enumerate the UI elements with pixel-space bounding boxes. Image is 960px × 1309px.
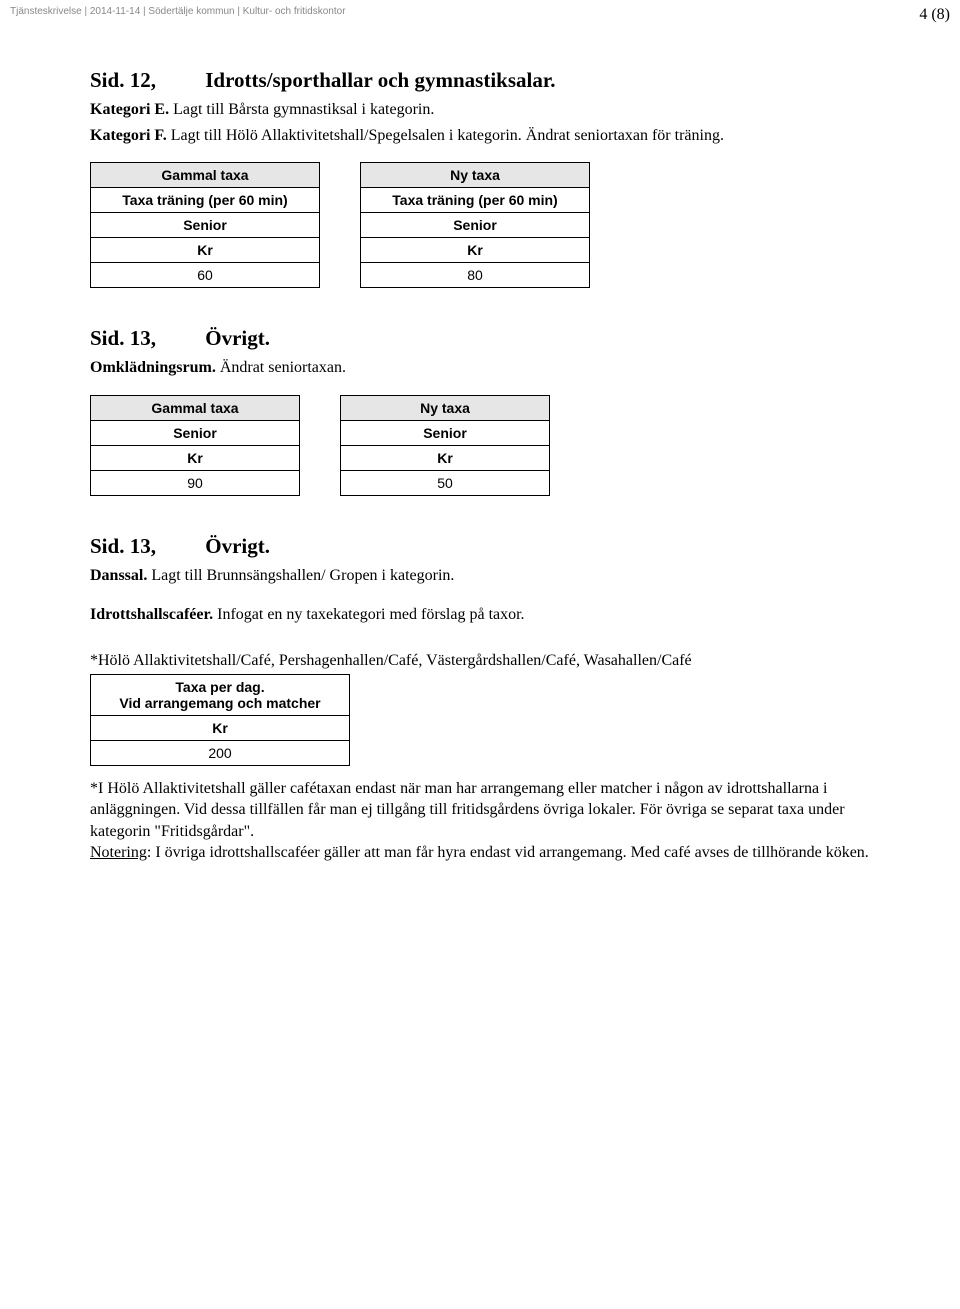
cafe-header-line2: Vid arrangemang och matcher [99,695,341,711]
section2-line1-bold: Omklädningsrum. [90,359,216,376]
section2-tables: Gammal taxa Senior Kr 90 Ny taxa Senior … [90,395,870,496]
section1-line2: Kategori F. Lagt till Hölö Allaktivitets… [90,125,870,147]
section1-line1-rest: Lagt till Bårsta gymnastiksal i kategori… [169,101,434,118]
section2-title: Övrigt. [205,326,270,350]
breadcrumb: Tjänsteskrivelse | 2014-11-14 | Södertäl… [10,6,346,24]
table-row: Kr [361,238,590,263]
section1-line1: Kategori E. Lagt till Bårsta gymnastiksa… [90,99,870,121]
section3-line2-rest: Infogat en ny taxekategori med förslag p… [213,606,524,623]
table-row: Kr [91,445,300,470]
table-row: Senior [361,213,590,238]
table-row: Senior [91,213,320,238]
table-row: Kr [91,238,320,263]
section2-line1: Omklädningsrum. Ändrat seniortaxan. [90,357,870,379]
table-row: 200 [91,740,350,765]
section1-tables: Gammal taxa Taxa träning (per 60 min) Se… [90,162,870,288]
section3-line2: Idrottshallscaféer. Infogat en ny taxeka… [90,604,870,626]
table-header: Gammal taxa [91,163,320,188]
table-row: Senior [91,420,300,445]
section3-sid: Sid. 13, [90,534,200,559]
section2-line1-rest: Ändrat seniortaxan. [216,359,346,376]
table-sub: Taxa träning (per 60 min) [91,188,320,213]
section1-heading: Sid. 12, Idrotts/sporthallar och gymnast… [90,68,870,93]
table-row: 90 [91,470,300,495]
footnote1: *I Hölö Allaktivitetshall gäller cafétax… [90,778,870,843]
footnote2-under: Notering [90,844,147,861]
page-number: 4 (8) [919,6,950,24]
table-row: Kr [341,445,550,470]
section3-line1-bold: Danssal. [90,567,147,584]
cafe-intro: *Hölö Allaktivitetshall/Café, Pershagen­… [90,650,870,672]
section1-title: Idrotts/sporthallar och gymnastiksalar. [205,68,555,92]
cafe-table: Taxa per dag. Vid arrangemang och matche… [90,674,350,766]
table-row: 60 [91,263,320,288]
table-sub: Taxa träning (per 60 min) [361,188,590,213]
doc-header: Tjänsteskrivelse | 2014-11-14 | Södertäl… [0,0,960,24]
table-row: 50 [341,470,550,495]
footnote2: Notering: I övriga idrottshallscaféer gä… [90,842,870,864]
section3-title: Övrigt. [205,534,270,558]
section1-old-table: Gammal taxa Taxa träning (per 60 min) Se… [90,162,320,288]
table-row: Kr [91,715,350,740]
footnote2-rest: : I övriga idrottshallscaféer gäller att… [147,844,869,861]
cafe-header-line1: Taxa per dag. [99,679,341,695]
section1-line2-bold: Kategori F. [90,127,167,144]
table-row: Senior [341,420,550,445]
table-header: Gammal taxa [91,395,300,420]
section2-heading: Sid. 13, Övrigt. [90,326,870,351]
section1-sid: Sid. 12, [90,68,200,93]
section2-new-table: Ny taxa Senior Kr 50 [340,395,550,496]
section2-old-table: Gammal taxa Senior Kr 90 [90,395,300,496]
page-content: Sid. 12, Idrotts/sporthallar och gymnast… [0,24,960,904]
section1-line2-rest: Lagt till Hölö Allaktivitetshall/Spegels… [167,127,724,144]
section3-heading: Sid. 13, Övrigt. [90,534,870,559]
section3-line1: Danssal. Lagt till Brunnsängshallen/ Gro… [90,565,870,587]
section1-line1-bold: Kategori E. [90,101,169,118]
table-header: Ny taxa [341,395,550,420]
section1-new-table: Ny taxa Taxa träning (per 60 min) Senior… [360,162,590,288]
cafe-header: Taxa per dag. Vid arrangemang och matche… [91,674,350,715]
section2-sid: Sid. 13, [90,326,200,351]
section3-line2-bold: Idrottshallscaféer. [90,606,213,623]
table-header: Ny taxa [361,163,590,188]
table-row: 80 [361,263,590,288]
section3-line1-rest: Lagt till Brunnsängshallen/ Gropen i kat… [147,567,454,584]
